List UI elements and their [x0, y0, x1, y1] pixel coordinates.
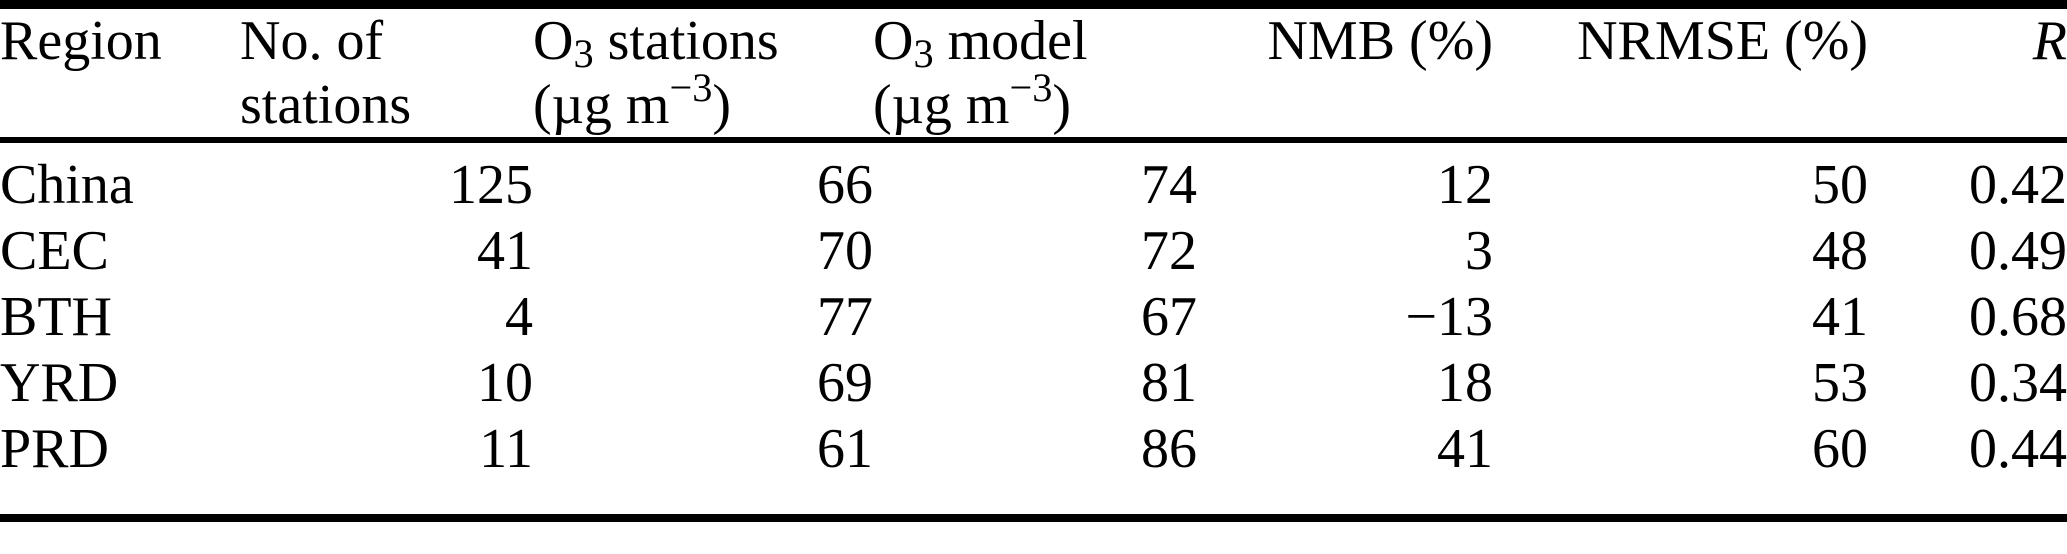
nrmse-cell: 53 — [1812, 352, 1868, 414]
nrmse-cell: 50 — [1812, 154, 1868, 216]
o3-model-cell: 74 — [1141, 154, 1197, 216]
table-row-cec: CEC 41 70 72 3 48 0.49 — [0, 218, 2067, 284]
nmb-cell: 12 — [1437, 154, 1493, 216]
column-header-o3-model: O3 model (µg m−3) — [873, 4, 1197, 143]
region-cell: China — [0, 154, 134, 216]
o3-model-cell: 86 — [1141, 418, 1197, 480]
table-row-china: China 125 66 74 12 50 0.42 — [0, 140, 2067, 218]
region-cell: YRD — [0, 352, 119, 414]
r-cell: 0.34 — [1969, 352, 2067, 414]
o3-stations-cell: 70 — [817, 220, 873, 282]
table-body: China 125 66 74 12 50 0.42 CEC 41 70 72 3 48 0.49 BTH 4… — [0, 140, 2067, 518]
no-of-stations-cell: 10 — [477, 352, 533, 414]
r-cell: 0.42 — [1969, 154, 2067, 216]
region-cell: PRD — [0, 418, 109, 480]
table-row-bth: BTH 4 77 67 −13 41 0.68 — [0, 284, 2067, 350]
o3-model-cell: 81 — [1141, 352, 1197, 414]
nrmse-cell: 48 — [1812, 220, 1868, 282]
nmb-cell: 41 — [1437, 418, 1493, 480]
no-of-stations-cell: 11 — [479, 418, 533, 480]
o3-stations-cell: 61 — [817, 418, 873, 480]
table-header-row: Region No. of stations O3 stations (µg m−3… — [0, 4, 2067, 143]
column-header-r: R — [1868, 4, 2067, 143]
no-of-stations-cell: 125 — [449, 154, 533, 216]
o3-model-cell: 72 — [1141, 220, 1197, 282]
column-header-no-of-stations: No. of stations — [240, 4, 533, 143]
column-header-nrmse: NRMSE (%) — [1493, 4, 1868, 143]
nmb-cell: 3 — [1465, 220, 1493, 282]
o3-model-header-line1: O3 model — [873, 10, 1088, 77]
nmb-cell: −13 — [1405, 286, 1493, 348]
table-row-prd: PRD 11 61 86 41 60 0.44 — [0, 416, 2067, 518]
r-cell: 0.68 — [1969, 286, 2067, 348]
no-of-stations-header-line1: No. of — [240, 10, 384, 72]
r-cell: 0.44 — [1969, 418, 2067, 480]
o3-model-header-line2: (µg m−3) — [873, 64, 1072, 136]
o3-stations-cell: 69 — [817, 352, 873, 414]
r-header-line1: R — [2032, 10, 2067, 72]
o3-model-cell: 67 — [1141, 286, 1197, 348]
table-row-yrd: YRD 10 69 81 18 53 0.34 — [0, 350, 2067, 416]
no-of-stations-cell: 41 — [477, 220, 533, 282]
results-table: Region No. of stations O3 stations (µg m−3… — [0, 0, 2067, 522]
region-header-line1: Region — [0, 10, 162, 72]
r-cell: 0.49 — [1969, 220, 2067, 282]
table-header: Region No. of stations O3 stations (µg m−3… — [0, 4, 2067, 143]
nrmse-cell: 41 — [1812, 286, 1868, 348]
o3-stations-cell: 77 — [817, 286, 873, 348]
region-cell: CEC — [0, 220, 109, 282]
nrmse-cell: 60 — [1812, 418, 1868, 480]
column-header-o3-stations: O3 stations (µg m−3) — [533, 4, 873, 143]
nmb-header-line1: NMB (%) — [1267, 10, 1493, 72]
nmb-cell: 18 — [1437, 352, 1493, 414]
region-cell: BTH — [0, 286, 112, 348]
o3-stations-cell: 66 — [817, 154, 873, 216]
o3-stations-header-line1: O3 stations — [533, 10, 779, 77]
nrmse-header-line1: NRMSE (%) — [1577, 10, 1868, 72]
column-header-nmb: NMB (%) — [1197, 4, 1493, 143]
no-of-stations-cell: 4 — [505, 286, 533, 348]
no-of-stations-header-line2: stations — [240, 74, 412, 136]
column-header-region: Region — [0, 4, 240, 143]
o3-stations-header-line2: (µg m−3) — [533, 64, 732, 136]
